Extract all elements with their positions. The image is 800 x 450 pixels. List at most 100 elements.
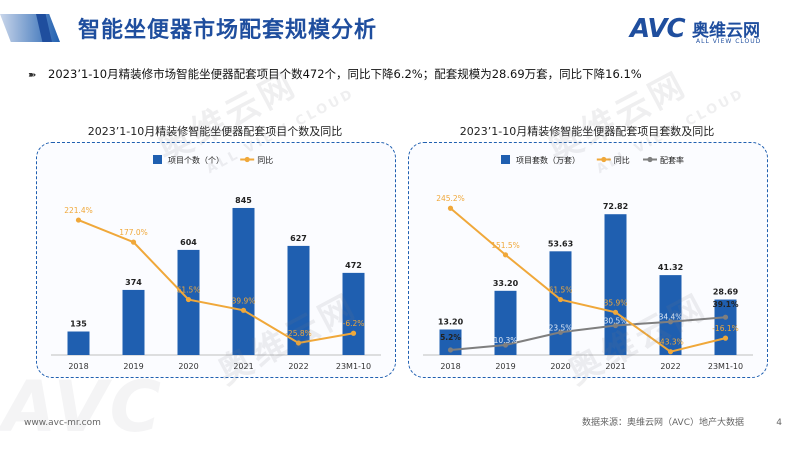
- left-bar-1: [122, 289, 145, 355]
- left-yoy-point-1: [130, 239, 137, 245]
- right-x-tick-2: 2020: [550, 362, 570, 371]
- left-bar-3: [232, 207, 255, 355]
- footer-source: 数据来源：奥维云网（AVC）地产大数据: [581, 418, 744, 428]
- right-x-tick-0: 2018: [440, 362, 460, 371]
- left-legend-dot-1: [244, 156, 250, 163]
- avc-logo: AVC 奥维云网 ALL VIEW CLOUD: [630, 14, 780, 50]
- left-yoy-label-4: -25.8%: [285, 329, 312, 338]
- right-bar-label-0: 13.20: [438, 317, 464, 326]
- right-yoy-point-0: [447, 205, 454, 211]
- right-bar-2: [549, 251, 572, 355]
- right-rate-label-1: 10.3%: [494, 336, 518, 345]
- right-yoy-point-1: [502, 252, 509, 258]
- right-x-tick-5: 23M1-10: [708, 362, 743, 371]
- left-yoy-point-4: [295, 340, 302, 346]
- right-bar-label-2: 53.63: [548, 239, 573, 248]
- footer-url: www.avc-mr.com: [24, 418, 101, 428]
- left-bar-0: [67, 331, 90, 355]
- right-yoy-point-2: [557, 296, 564, 303]
- left-x-tick-4: 2022: [288, 362, 308, 371]
- right-bar-3: [604, 214, 627, 355]
- left-bar-label-2: 604: [180, 238, 197, 247]
- right-legend-label-0: 项目套数（万套）: [516, 155, 580, 165]
- right-rate-point-3: [612, 322, 619, 329]
- right-rate-point-4: [667, 319, 674, 325]
- right-yoy-line: [449, 207, 726, 353]
- watermark-big-avc: AVC: [2, 366, 163, 448]
- left-legend-label-1: 同比: [257, 155, 273, 165]
- right-legend-dot-2: [647, 156, 653, 163]
- right-yoy-label-2: 61.5%: [549, 286, 573, 295]
- right-bar-1: [494, 290, 517, 355]
- left-yoy-label-5: -6.2%: [343, 319, 365, 328]
- right-legend-dot-1: [601, 156, 607, 163]
- right-rate-label-3: 30.5%: [604, 317, 628, 326]
- right-bar-label-5: 28.69: [713, 288, 739, 297]
- right-yoy-label-1: 151.5%: [491, 241, 520, 250]
- left-yoy-line: [78, 219, 354, 345]
- right-chart-svg: 项目套数（万套） 同比 配套率 13.20 33.20 53.63 72.82 41.32 28…: [423, 155, 753, 371]
- left-legend-label-0: 项目个数（个）: [168, 155, 224, 165]
- right-bar-label-3: 72.82: [603, 202, 628, 211]
- left-yoy-label-3: 39.9%: [232, 296, 256, 305]
- left-chart-title: 2023’1-10月精装修智能坐便器配套项目个数及同比: [87, 125, 343, 138]
- left-yoy-point-0: [75, 217, 82, 223]
- left-yoy-point-2: [185, 296, 192, 303]
- right-rate-point-0: [447, 347, 454, 353]
- summary-text: 2023’1-10月精装修市场智能坐便器配套项目个数472个，同比下降6.2%；…: [48, 67, 642, 81]
- left-bar-label-3: 845: [235, 196, 252, 205]
- left-bar-label-0: 135: [70, 320, 87, 329]
- summary-line: ➽ 2023’1-10月精装修市场智能坐便器配套项目个数472个，同比下降6.2…: [28, 66, 642, 82]
- left-chart-panel: 项目个数（个） 同比 135 374 604 845 627 472 2018 2019 2020 2…: [36, 142, 396, 378]
- left-bar-4: [287, 245, 310, 355]
- page-number: 4: [776, 418, 782, 428]
- right-yoy-label-4: -43.3%: [657, 338, 684, 347]
- right-rate-label-2: 23.5%: [549, 323, 573, 332]
- right-x-tick-4: 2022: [660, 362, 680, 371]
- right-rate-line: [450, 316, 726, 351]
- right-yoy-label-0: 245.2%: [436, 194, 465, 203]
- right-bar-4: [659, 275, 682, 355]
- left-yoy-label-0: 221.4%: [64, 206, 93, 215]
- logo-cn-name: 奥维云网: [692, 21, 760, 41]
- left-x-tick-0: 2018: [68, 362, 88, 371]
- right-bar-label-1: 33.20: [493, 279, 519, 288]
- left-bar-5: [342, 272, 365, 355]
- left-chart-svg: 项目个数（个） 同比 135 374 604 845 627 472 2018 2019 2020 2…: [51, 155, 381, 371]
- left-x-tick-3: 2021: [233, 362, 253, 371]
- right-rate-label-4: 34.4%: [659, 313, 683, 322]
- left-bar-label-5: 472: [345, 261, 362, 270]
- logo-en-name: ALL VIEW CLOUD: [696, 38, 762, 45]
- left-legend-swatch-0: [153, 155, 162, 164]
- right-chart-title: 2023’1-10月精装修智能坐便器配套项目套数及同比: [459, 125, 715, 138]
- left-x-tick-5: 23M1-10: [336, 362, 371, 371]
- left-bar-label-4: 627: [290, 234, 307, 243]
- right-rate-label-5: 39.1%: [712, 300, 739, 309]
- right-legend-swatch-0: [501, 155, 510, 164]
- right-yoy-point-4: [667, 349, 674, 355]
- left-yoy-point-5: [350, 330, 357, 336]
- right-legend-label-2: 配套率: [660, 155, 684, 165]
- logo-mark: AVC: [630, 14, 686, 44]
- left-x-tick-1: 2019: [123, 362, 143, 371]
- right-bar-label-4: 41.32: [658, 263, 683, 272]
- right-yoy-point-5: [722, 335, 729, 341]
- right-yoy-label-5: -16.1%: [712, 324, 739, 333]
- left-yoy-label-2: 61.5%: [177, 286, 201, 295]
- left-yoy-point-3: [240, 307, 247, 313]
- page-title: 智能坐便器市场配套规模分析: [78, 18, 378, 43]
- right-x-tick-3: 2021: [605, 362, 625, 371]
- right-bar-5: [714, 299, 737, 355]
- left-x-tick-2: 2020: [178, 362, 198, 371]
- right-chart-panel: 项目套数（万套） 同比 配套率 13.20 33.20 53.63 72.82 41.32 28…: [408, 142, 768, 378]
- right-rate-point-5: [722, 314, 729, 320]
- right-rate-point-1: [502, 342, 509, 348]
- right-x-tick-1: 2019: [495, 362, 515, 371]
- right-rate-point-2: [557, 329, 564, 335]
- right-legend-label-1: 同比: [614, 155, 630, 165]
- left-bar-2: [177, 249, 200, 355]
- right-rate-label-0: 5.2%: [440, 333, 461, 342]
- left-bar-label-1: 374: [125, 278, 142, 287]
- left-yoy-label-1: 177.0%: [119, 228, 148, 237]
- right-yoy-point-3: [612, 309, 619, 315]
